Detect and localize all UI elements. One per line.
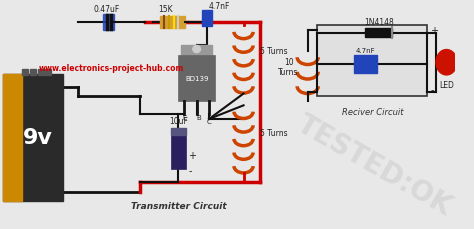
- Bar: [38, 70, 44, 76]
- Text: E: E: [182, 114, 186, 120]
- Text: BD139: BD139: [185, 76, 209, 82]
- Bar: [202, 11, 212, 27]
- Bar: [3, 74, 22, 201]
- Bar: [103, 15, 114, 31]
- Text: 5 Turns: 5 Turns: [260, 128, 287, 137]
- Text: +: +: [188, 150, 196, 160]
- Text: 0.47uF: 0.47uF: [93, 5, 120, 14]
- Text: 4.7nF: 4.7nF: [209, 2, 230, 11]
- Text: Reciver Circuit: Reciver Circuit: [342, 108, 403, 117]
- Text: -: -: [430, 84, 434, 94]
- Bar: [182, 45, 212, 58]
- Text: B: B: [196, 114, 201, 120]
- Bar: [30, 70, 36, 76]
- Text: 5 Turns: 5 Turns: [260, 47, 287, 56]
- Text: 1N4148: 1N4148: [365, 18, 394, 27]
- Text: TESTED:OK: TESTED:OK: [292, 109, 457, 220]
- Bar: [160, 16, 185, 29]
- Bar: [179, 56, 215, 101]
- Circle shape: [193, 46, 201, 54]
- Text: LED: LED: [439, 81, 454, 90]
- Text: 10
Turns: 10 Turns: [278, 57, 299, 77]
- Text: +: +: [430, 26, 438, 35]
- Text: 9v: 9v: [23, 128, 53, 147]
- Bar: [3, 74, 63, 201]
- Bar: [171, 128, 186, 136]
- Ellipse shape: [436, 50, 457, 76]
- Text: 15K: 15K: [158, 5, 173, 14]
- Bar: [22, 70, 28, 76]
- Text: www.electronics-project-hub.com: www.electronics-project-hub.com: [39, 63, 184, 72]
- Bar: [46, 70, 51, 76]
- Text: 4.7nF: 4.7nF: [356, 47, 375, 54]
- Text: -: -: [188, 166, 191, 176]
- Text: C: C: [207, 118, 211, 124]
- Text: 10uF: 10uF: [169, 117, 188, 126]
- Bar: [354, 55, 377, 73]
- Bar: [171, 128, 186, 169]
- Bar: [317, 26, 428, 97]
- Text: Transmitter Circuit: Transmitter Circuit: [131, 201, 226, 210]
- Bar: [365, 29, 392, 38]
